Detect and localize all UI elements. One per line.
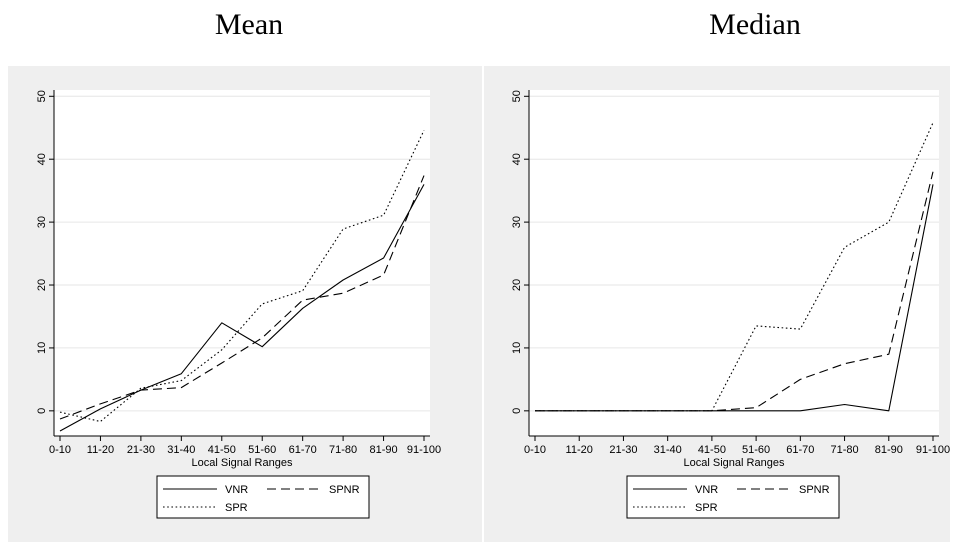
x-tick-label: 51-60	[742, 444, 770, 456]
y-tick-label: 10	[36, 342, 48, 354]
chart-1: 0 10 20 30 40 50 0-10 11-20 21-30 31-40 41-50 51-60…	[484, 66, 950, 542]
legend-label-vnr: VNR	[695, 484, 718, 496]
y-tick-label: 0	[36, 408, 48, 414]
x-tick-label: 0-10	[49, 444, 71, 456]
y-tick-label: 10	[511, 342, 523, 354]
y-tick-label: 50	[36, 90, 48, 102]
y-tick-label: 40	[36, 153, 48, 165]
x-tick-label: 91-100	[407, 444, 441, 456]
x-tick-label: 71-80	[329, 444, 357, 456]
legend-box	[626, 475, 840, 519]
y-tick-label: 20	[36, 279, 48, 291]
y-tick-label: 0	[511, 408, 523, 414]
x-axis-title: Local Signal Ranges	[192, 457, 293, 469]
x-tick-label: 51-60	[248, 444, 276, 456]
series-line-spr	[59, 130, 425, 423]
legend-box	[156, 475, 370, 519]
chart-title-mean: Mean	[214, 8, 284, 41]
x-tick-label: 71-80	[830, 444, 858, 456]
series-line-vnr	[59, 184, 425, 432]
series-line-spnr	[535, 171, 934, 412]
legend: VNR SPNR SPR	[626, 475, 840, 519]
legend-label-spnr: SPNR	[799, 484, 830, 496]
series-line-vnr	[535, 184, 934, 412]
x-tick-label: 31-40	[654, 444, 682, 456]
x-tick-label: 21-30	[127, 444, 155, 456]
chart-title-median: Median	[709, 8, 801, 41]
y-tick-label: 40	[511, 153, 523, 165]
x-tick-label: 61-70	[786, 444, 814, 456]
plot-area	[54, 90, 430, 436]
x-tick-label: 91-100	[916, 444, 950, 456]
legend-label-spr: SPR	[695, 502, 718, 514]
x-tick-label: 61-70	[289, 444, 317, 456]
legend: VNR SPNR SPR	[156, 475, 370, 519]
x-tick-label: 11-20	[566, 444, 593, 456]
legend-label-spnr: SPNR	[329, 484, 360, 496]
y-tick-label: 20	[511, 279, 523, 291]
x-tick-label: 21-30	[609, 444, 637, 456]
x-tick-label: 81-90	[369, 444, 397, 456]
x-axis-title: Local Signal Ranges	[684, 457, 785, 469]
x-tick-label: 31-40	[167, 444, 195, 456]
y-tick-label: 30	[36, 216, 48, 228]
x-tick-label: 41-50	[698, 444, 726, 456]
x-tick-label: 41-50	[208, 444, 236, 456]
series-line-spnr	[59, 175, 425, 420]
y-tick-label: 30	[511, 216, 523, 228]
chart-0: 0 10 20 30 40 50 0-10 11-20 21-30 31-40 41-50 51-60…	[8, 66, 482, 542]
plot-area	[529, 90, 939, 436]
x-tick-label: 11-20	[87, 444, 114, 456]
legend-label-vnr: VNR	[225, 484, 248, 496]
y-tick-label: 50	[511, 90, 523, 102]
x-tick-label: 81-90	[875, 444, 903, 456]
legend-label-spr: SPR	[225, 502, 248, 514]
x-tick-label: 0-10	[524, 444, 546, 456]
